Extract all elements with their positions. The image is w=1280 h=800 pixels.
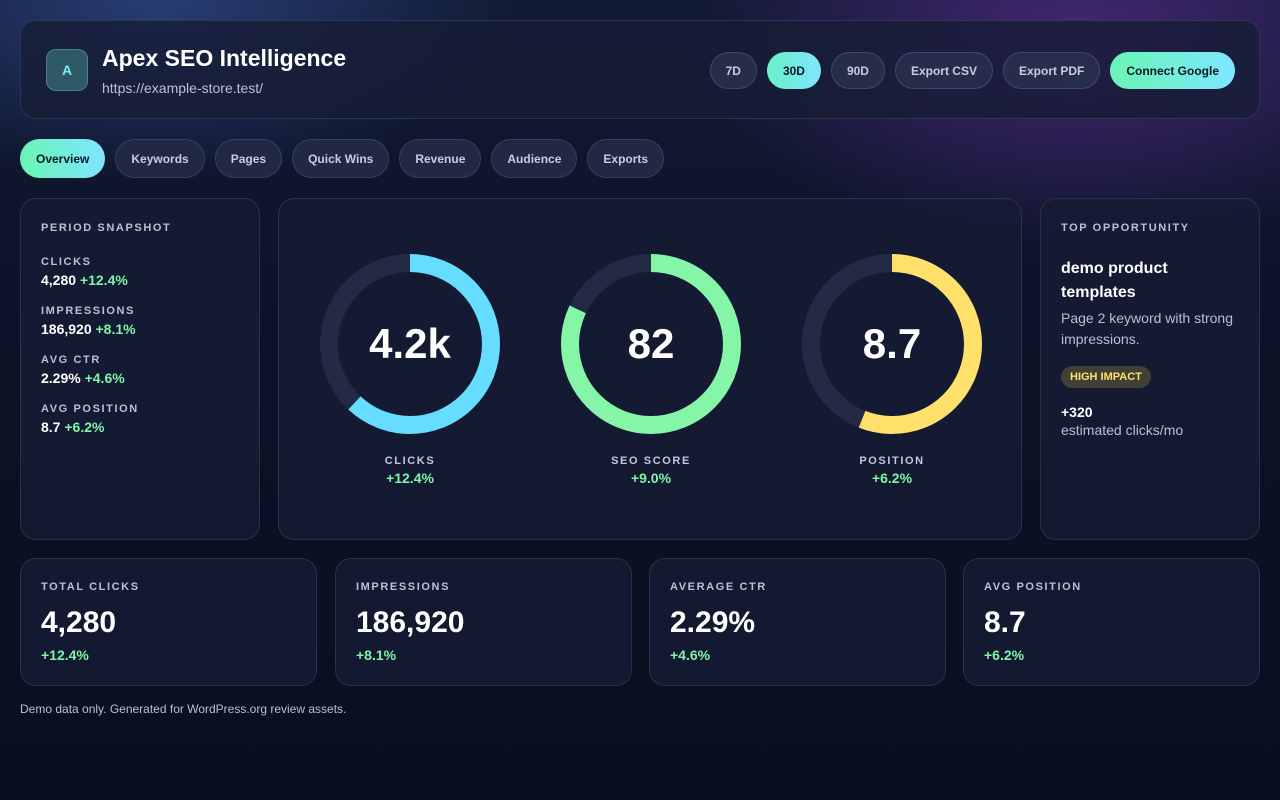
top-opportunity-card: TOP OPPORTUNITY demo product templates P… bbox=[1040, 198, 1260, 540]
stat-label: AVERAGE CTR bbox=[670, 581, 767, 593]
tab-audience[interactable]: Audience bbox=[491, 139, 578, 178]
range-7d-button[interactable]: 7D bbox=[709, 52, 757, 89]
gauge-ring bbox=[561, 254, 741, 434]
gauge-value: 8.7 bbox=[862, 320, 922, 367]
opportunity-gain-unit: estimated clicks/mo bbox=[1061, 422, 1184, 438]
header-actions: 7D 30D 90D Export CSV Export PDF Connect… bbox=[709, 52, 1235, 89]
export-pdf-button[interactable]: Export PDF bbox=[1002, 52, 1101, 89]
snapshot-item-position: AVG POSITION 8.7 +6.2% bbox=[41, 403, 139, 435]
stat-value: 8.7 bbox=[984, 606, 1026, 639]
snapshot-value: 2.29% bbox=[41, 370, 81, 386]
app-logo: A bbox=[46, 49, 88, 91]
tab-overview[interactable]: Overview bbox=[20, 139, 106, 178]
snapshot-value: 4,280 bbox=[41, 272, 77, 288]
header-card: A Apex SEO Intelligence https://example-… bbox=[20, 20, 1260, 119]
snapshot-item-ctr: AVG CTR 2.29% +4.6% bbox=[41, 354, 139, 386]
stat-value: 186,920 bbox=[356, 606, 465, 639]
stat-value: 4,280 bbox=[41, 606, 117, 639]
gauge-ring bbox=[802, 254, 982, 434]
gauges-card: 4.2k CLICKS +12.4% 82 SEO SCORE +9.0% 8.… bbox=[278, 198, 1022, 540]
snapshot-delta: +6.2% bbox=[64, 419, 105, 435]
export-csv-button[interactable]: Export CSV bbox=[894, 52, 993, 89]
snapshot-delta: +12.4% bbox=[79, 272, 128, 288]
range-90d-button[interactable]: 90D bbox=[830, 52, 885, 89]
stat-delta: +12.4% bbox=[41, 647, 89, 663]
gauge-position: 8.7 POSITION +6.2% bbox=[801, 253, 983, 486]
gauge-arc bbox=[320, 254, 500, 434]
stat-value: 2.29% bbox=[670, 606, 756, 639]
gauge-arc bbox=[561, 254, 741, 434]
footer-note: Demo data only. Generated for WordPress.… bbox=[20, 702, 347, 716]
stat-label: TOTAL CLICKS bbox=[41, 581, 140, 593]
opportunity-gain: +320 bbox=[1061, 404, 1093, 420]
tab-exports[interactable]: Exports bbox=[587, 139, 665, 178]
site-url: https://example-store.test/ bbox=[102, 80, 264, 96]
tab-keywords[interactable]: Keywords bbox=[115, 139, 205, 178]
range-30d-button[interactable]: 30D bbox=[766, 52, 821, 89]
gauge-delta: +9.0% bbox=[630, 470, 672, 486]
tab-revenue[interactable]: Revenue bbox=[399, 139, 482, 178]
stat-delta: +8.1% bbox=[356, 647, 397, 663]
snapshot-item-impressions: IMPRESSIONS 186,920 +8.1% bbox=[41, 305, 139, 337]
snapshot-title: PERIOD SNAPSHOT bbox=[41, 222, 172, 234]
gauge-label: CLICKS bbox=[384, 455, 436, 467]
connect-google-button[interactable]: Connect Google bbox=[1110, 52, 1235, 89]
snapshot-label: IMPRESSIONS bbox=[41, 305, 136, 317]
impact-badge: HIGH IMPACT bbox=[1061, 366, 1151, 388]
snapshot-value: 8.7 bbox=[41, 419, 61, 435]
gauge-label: POSITION bbox=[859, 455, 925, 467]
tab-pages[interactable]: Pages bbox=[214, 139, 283, 178]
snapshot-list: CLICKS 4,280 +12.4% IMPRESSIONS 186,920 … bbox=[41, 256, 139, 452]
stat-card-total-clicks: TOTAL CLICKS 4,280 +12.4% bbox=[20, 558, 317, 686]
tab-quick-wins[interactable]: Quick Wins bbox=[292, 139, 390, 178]
opportunity-keyword[interactable]: demo product templates bbox=[1061, 260, 1168, 301]
opportunity-title: TOP OPPORTUNITY bbox=[1061, 222, 1190, 234]
gauge-clicks: 4.2k CLICKS +12.4% bbox=[319, 253, 501, 486]
stat-label: IMPRESSIONS bbox=[356, 581, 451, 593]
snapshot-delta: +8.1% bbox=[95, 321, 136, 337]
snapshot-delta: +4.6% bbox=[84, 370, 125, 386]
snapshot-label: AVG CTR bbox=[41, 354, 101, 366]
gauge-label: SEO SCORE bbox=[611, 455, 691, 467]
stat-label: AVG POSITION bbox=[984, 581, 1082, 593]
snapshot-label: CLICKS bbox=[41, 256, 92, 268]
stat-card-average-ctr: AVERAGE CTR 2.29% +4.6% bbox=[649, 558, 946, 686]
stat-card-avg-position: AVG POSITION 8.7 +6.2% bbox=[963, 558, 1260, 686]
snapshot-label: AVG POSITION bbox=[41, 403, 139, 415]
period-snapshot-card: PERIOD SNAPSHOT CLICKS 4,280 +12.4% IMPR… bbox=[20, 198, 260, 540]
gauge-value: 82 bbox=[627, 320, 675, 367]
gauge-value: 4.2k bbox=[369, 320, 451, 367]
gauge-delta: +6.2% bbox=[871, 470, 913, 486]
stat-delta: +6.2% bbox=[984, 647, 1025, 663]
stat-card-impressions: IMPRESSIONS 186,920 +8.1% bbox=[335, 558, 632, 686]
app-title: Apex SEO Intelligence bbox=[102, 45, 347, 71]
snapshot-item-clicks: CLICKS 4,280 +12.4% bbox=[41, 256, 139, 288]
stat-delta: +4.6% bbox=[670, 647, 711, 663]
snapshot-value: 186,920 bbox=[41, 321, 92, 337]
main-tabs: Overview Keywords Pages Quick Wins Reven… bbox=[20, 139, 665, 178]
gauge-delta: +12.4% bbox=[386, 470, 434, 486]
gauge-seo-score: 82 SEO SCORE +9.0% bbox=[560, 253, 742, 486]
gauge-ring bbox=[320, 254, 500, 434]
opportunity-description: Page 2 keyword with strong impressions. bbox=[1061, 310, 1233, 347]
gauge-arc bbox=[802, 254, 982, 434]
